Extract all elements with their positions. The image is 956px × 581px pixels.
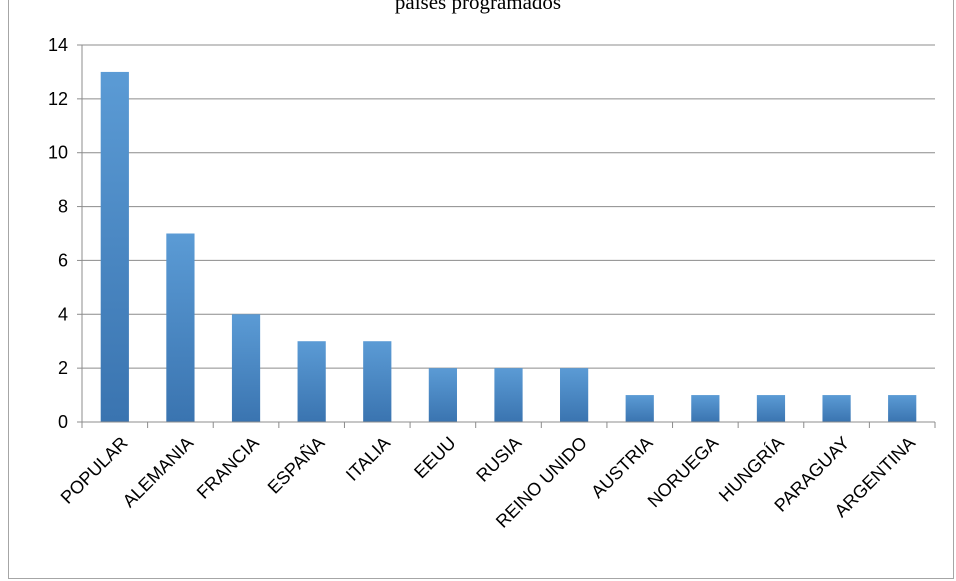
x-tick-label: ITALIA xyxy=(342,433,394,485)
bar-argentina xyxy=(888,395,917,422)
y-tick-label: 14 xyxy=(48,35,68,55)
bar-italia xyxy=(363,341,392,422)
x-tick-label: ALEMANIA xyxy=(119,433,198,512)
chart-title: países programados xyxy=(394,0,562,14)
y-tick-label: 10 xyxy=(48,143,68,163)
y-tick-label: 2 xyxy=(58,358,68,378)
y-tick-label: 8 xyxy=(58,197,68,217)
bar-francia xyxy=(231,314,261,422)
gridlines xyxy=(82,44,935,369)
bar-noruega xyxy=(691,395,720,422)
bar-hungría xyxy=(756,395,786,422)
bar-alemania xyxy=(166,233,195,422)
bar-austria xyxy=(625,395,654,422)
x-tick-label: EEUU xyxy=(410,433,460,483)
bar-rusia xyxy=(494,368,523,422)
y-tick-label: 4 xyxy=(58,304,68,324)
y-tick-label: 0 xyxy=(58,412,68,432)
bar-reino-unido xyxy=(560,368,589,422)
bar-eeuu xyxy=(428,368,457,422)
y-tick-label: 6 xyxy=(58,250,68,270)
x-tick-label: RUSIA xyxy=(472,433,525,486)
x-tick-label: ESPAÑA xyxy=(263,432,329,498)
x-tick-label: AUSTRIA xyxy=(587,433,656,502)
chart-frame xyxy=(8,0,954,579)
bar-popular xyxy=(100,71,129,422)
x-tick-label: NORUEGA xyxy=(644,433,722,511)
axes xyxy=(77,44,936,428)
bar-paraguay xyxy=(822,395,851,422)
x-tick-label: FRANCIA xyxy=(193,433,263,503)
bar-españa xyxy=(297,341,326,422)
bars xyxy=(100,71,917,422)
y-tick-label: 12 xyxy=(48,89,68,109)
